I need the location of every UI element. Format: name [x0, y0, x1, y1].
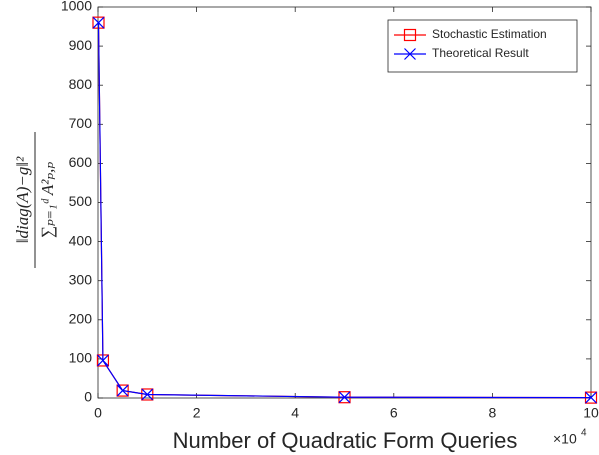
x-scale-base: ×10 [553, 431, 577, 447]
point [97, 354, 109, 367]
y-tick-label: 500 [69, 193, 93, 209]
point [585, 391, 597, 404]
legend-marker [404, 48, 416, 60]
legend-label: Theoretical Result [432, 46, 529, 60]
y-label-denominator: ∑ₚ₌₁ᵈ A²ₚ,ₚ [38, 162, 57, 239]
x-tick-label: 10 [583, 405, 599, 421]
point [141, 388, 154, 401]
x-tick-label: 4 [291, 405, 299, 421]
y-tick-label: 1000 [61, 0, 92, 14]
x-tick-label: 6 [390, 405, 398, 421]
x-tick-label: 0 [94, 405, 102, 421]
series-line [97, 22, 592, 399]
x-tick-label: 2 [193, 405, 201, 421]
x-axis-label: Number of Quadratic Form Queries [173, 428, 518, 453]
legend-label: Stochastic Estimation [432, 27, 547, 41]
y-tick-label: 100 [69, 350, 93, 366]
y-tick-label: 200 [69, 311, 93, 327]
y-tick-label: 800 [69, 76, 93, 92]
point [338, 391, 351, 404]
legend: Stochastic Estimation Theoretical Result [387, 19, 578, 73]
y-tick-label: 0 [84, 389, 92, 405]
y-tick-label: 900 [69, 37, 93, 53]
point [116, 384, 129, 397]
y-tick-label: 400 [69, 232, 93, 248]
y-tick-label: 600 [69, 154, 93, 170]
point [92, 16, 105, 29]
x-tick-label: 8 [489, 405, 497, 421]
legend-marker [403, 28, 417, 42]
point [116, 384, 129, 397]
y-label-numerator: ‖diag(A)−g‖² [13, 156, 32, 243]
x-scale-exponent: 4 [581, 428, 587, 439]
y-tick-label: 700 [69, 115, 93, 131]
y-tick-label: 300 [69, 271, 93, 287]
y-axis-label: ‖diag(A)−g‖² ∑ₚ₌₁ᵈ A²ₚ,ₚ [13, 132, 57, 268]
legend-box [387, 19, 578, 73]
